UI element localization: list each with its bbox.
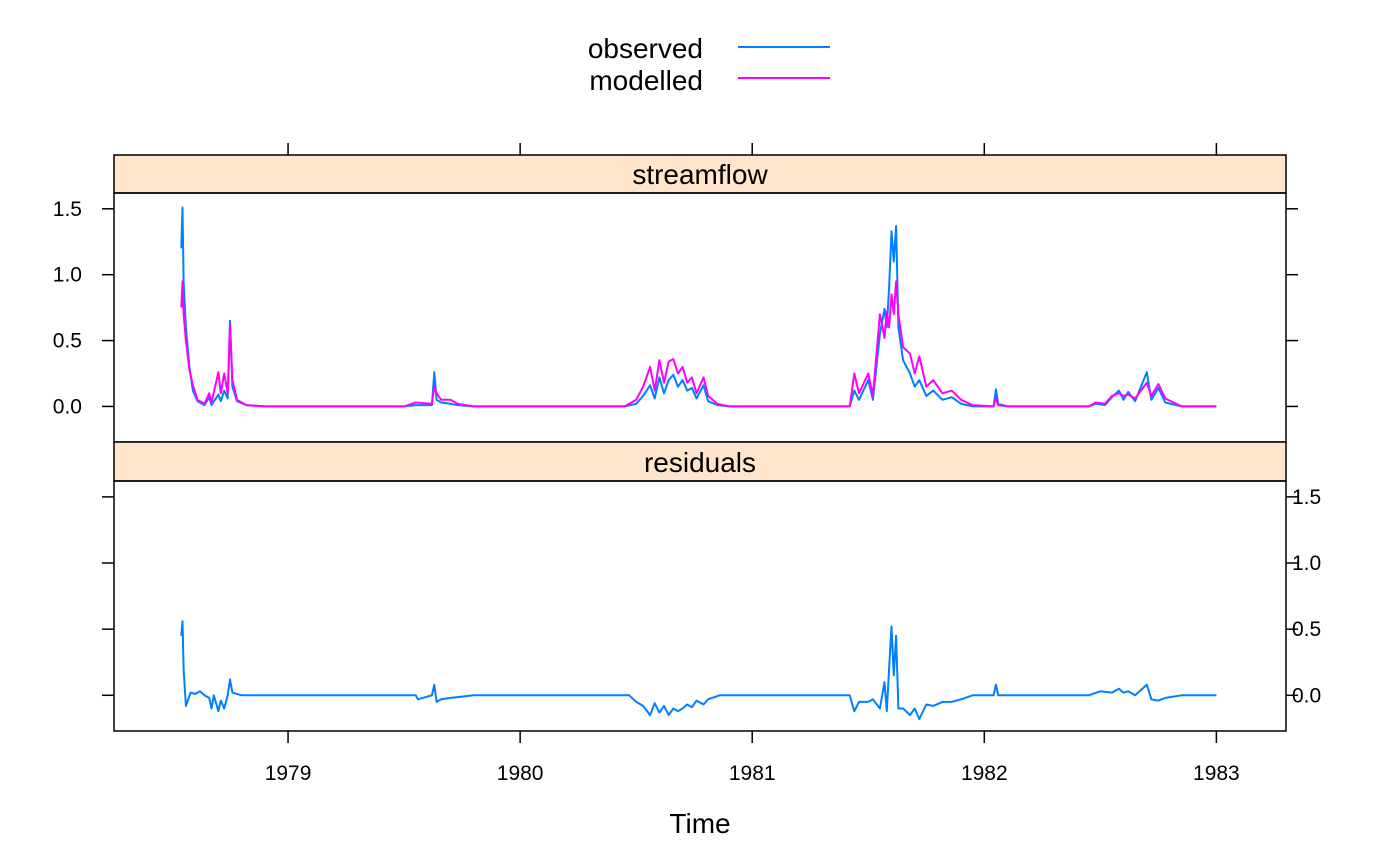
x-tick-label: 1981	[729, 762, 776, 785]
y-tick-label: 1.0	[1292, 552, 1321, 575]
strip-label-residuals: residuals	[644, 447, 756, 478]
x-tick-label: 1980	[497, 762, 544, 785]
series-line-residuals-observed	[180, 620, 1217, 721]
legend: observed modelled	[588, 33, 830, 96]
strip-streamflow	[113, 154, 1287, 194]
plot-area-residuals	[113, 480, 1287, 732]
y-tick-label: 0.0	[53, 395, 82, 418]
y-tick-label: 1.5	[1292, 486, 1321, 509]
strip-label-streamflow: streamflow	[632, 159, 768, 190]
y-tick-label: 1.0	[53, 264, 82, 287]
strip-residuals	[113, 441, 1287, 482]
legend-label-modelled: modelled	[589, 65, 703, 96]
panel-streamflow: streamflow	[113, 154, 1287, 443]
y-tick-label: 0.5	[1292, 618, 1321, 641]
series-group-residuals	[180, 620, 1217, 721]
series-line-streamflow-observed	[180, 206, 1217, 408]
x-tick-label: 1979	[265, 762, 312, 785]
series-line-streamflow-modelled	[180, 280, 1217, 408]
axes: 1979 1980 1981 1982 1983 0.0 0.5 1.0 1.5 0.0 0.5 1.…	[53, 143, 1321, 785]
panel-residuals: residuals	[113, 441, 1287, 732]
series-group-streamflow	[180, 206, 1217, 408]
x-tick-label: 1983	[1193, 762, 1240, 785]
y-tick-label: 1.5	[53, 198, 82, 221]
y-tick-label: 0.5	[53, 330, 82, 353]
x-axis-title: Time	[669, 808, 730, 839]
y-tick-label: 0.0	[1292, 684, 1321, 707]
legend-label-observed: observed	[588, 33, 703, 64]
plot-area-streamflow	[113, 192, 1287, 443]
x-tick-label: 1982	[961, 762, 1008, 785]
